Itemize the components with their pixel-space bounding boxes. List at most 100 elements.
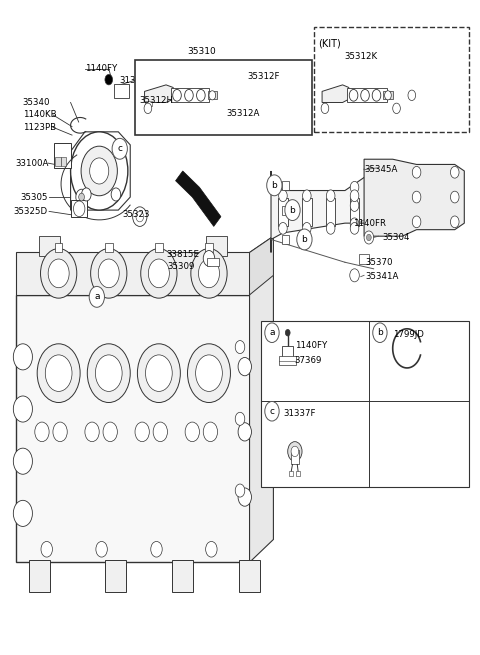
Text: 35312F: 35312F <box>247 72 280 81</box>
Bar <box>360 253 369 263</box>
Circle shape <box>137 344 180 403</box>
Text: 35309: 35309 <box>168 262 195 271</box>
Bar <box>171 88 209 102</box>
Circle shape <box>48 259 69 288</box>
Bar <box>281 206 288 215</box>
Text: 35340: 35340 <box>23 98 50 107</box>
Circle shape <box>13 396 33 422</box>
Bar <box>155 243 163 252</box>
Circle shape <box>153 422 168 441</box>
Circle shape <box>326 223 335 234</box>
Polygon shape <box>364 159 464 236</box>
Polygon shape <box>250 236 274 562</box>
Circle shape <box>288 441 302 461</box>
Bar <box>29 560 50 591</box>
Circle shape <box>37 344 80 403</box>
Circle shape <box>350 200 359 212</box>
Circle shape <box>82 188 91 201</box>
Circle shape <box>144 103 152 113</box>
Circle shape <box>265 323 279 343</box>
Circle shape <box>141 249 177 298</box>
Circle shape <box>364 231 373 244</box>
Circle shape <box>450 191 459 203</box>
Circle shape <box>203 251 215 266</box>
Text: 37369: 37369 <box>295 356 322 365</box>
Bar <box>60 157 66 166</box>
Circle shape <box>285 329 290 336</box>
Text: 1140KB: 1140KB <box>23 111 57 119</box>
Circle shape <box>209 91 216 100</box>
Bar <box>115 84 129 98</box>
Circle shape <box>79 193 84 201</box>
Polygon shape <box>271 168 459 252</box>
Text: 35312K: 35312K <box>344 52 377 61</box>
Bar <box>205 243 213 252</box>
Text: b: b <box>377 328 383 337</box>
Circle shape <box>13 448 33 474</box>
Text: 1140FR: 1140FR <box>353 219 386 229</box>
Circle shape <box>350 190 359 202</box>
Polygon shape <box>16 252 250 295</box>
Bar <box>55 157 60 166</box>
Bar <box>144 100 152 105</box>
Circle shape <box>41 542 52 557</box>
Circle shape <box>238 422 252 441</box>
Circle shape <box>350 223 359 234</box>
Circle shape <box>105 75 113 85</box>
Circle shape <box>112 138 127 159</box>
Bar <box>55 243 62 252</box>
Text: c: c <box>117 144 122 153</box>
Bar <box>281 181 288 190</box>
Bar <box>281 235 288 244</box>
Bar <box>54 143 71 168</box>
Bar <box>239 560 260 591</box>
Circle shape <box>98 259 119 288</box>
Text: 1123PB: 1123PB <box>23 122 56 132</box>
Circle shape <box>321 103 329 113</box>
Circle shape <box>372 90 381 101</box>
Bar <box>206 258 218 266</box>
Bar <box>383 91 393 99</box>
Bar <box>326 198 336 227</box>
Text: 35304: 35304 <box>382 233 410 242</box>
Circle shape <box>53 422 67 441</box>
Circle shape <box>145 355 172 392</box>
Circle shape <box>71 132 128 210</box>
Text: a: a <box>269 328 275 337</box>
Text: a: a <box>94 292 99 301</box>
Circle shape <box>185 422 199 441</box>
Text: b: b <box>289 206 295 215</box>
Bar <box>282 346 293 357</box>
Text: 35312A: 35312A <box>227 109 260 118</box>
Circle shape <box>235 341 245 354</box>
Bar <box>279 356 296 365</box>
Bar <box>296 471 300 476</box>
Circle shape <box>235 484 245 497</box>
Bar <box>314 28 469 132</box>
Text: 1140FY: 1140FY <box>295 341 327 350</box>
Circle shape <box>89 286 105 307</box>
Text: 35341A: 35341A <box>365 272 398 281</box>
Circle shape <box>326 190 335 202</box>
Circle shape <box>302 190 311 202</box>
Circle shape <box>279 190 287 202</box>
Text: 31337F: 31337F <box>283 409 315 418</box>
Circle shape <box>185 90 193 101</box>
Bar <box>289 471 293 476</box>
Polygon shape <box>322 85 349 102</box>
Circle shape <box>267 175 282 196</box>
Circle shape <box>103 422 117 441</box>
Circle shape <box>265 402 279 421</box>
Bar <box>135 60 312 135</box>
Bar <box>205 236 227 255</box>
Text: 35312H: 35312H <box>140 96 174 105</box>
Circle shape <box>151 542 162 557</box>
Circle shape <box>408 90 416 100</box>
Circle shape <box>412 216 421 228</box>
Circle shape <box>238 488 252 506</box>
Circle shape <box>81 146 117 196</box>
Circle shape <box>412 191 421 203</box>
Text: 1799JD: 1799JD <box>393 329 423 339</box>
Circle shape <box>203 422 217 441</box>
Circle shape <box>87 344 130 403</box>
